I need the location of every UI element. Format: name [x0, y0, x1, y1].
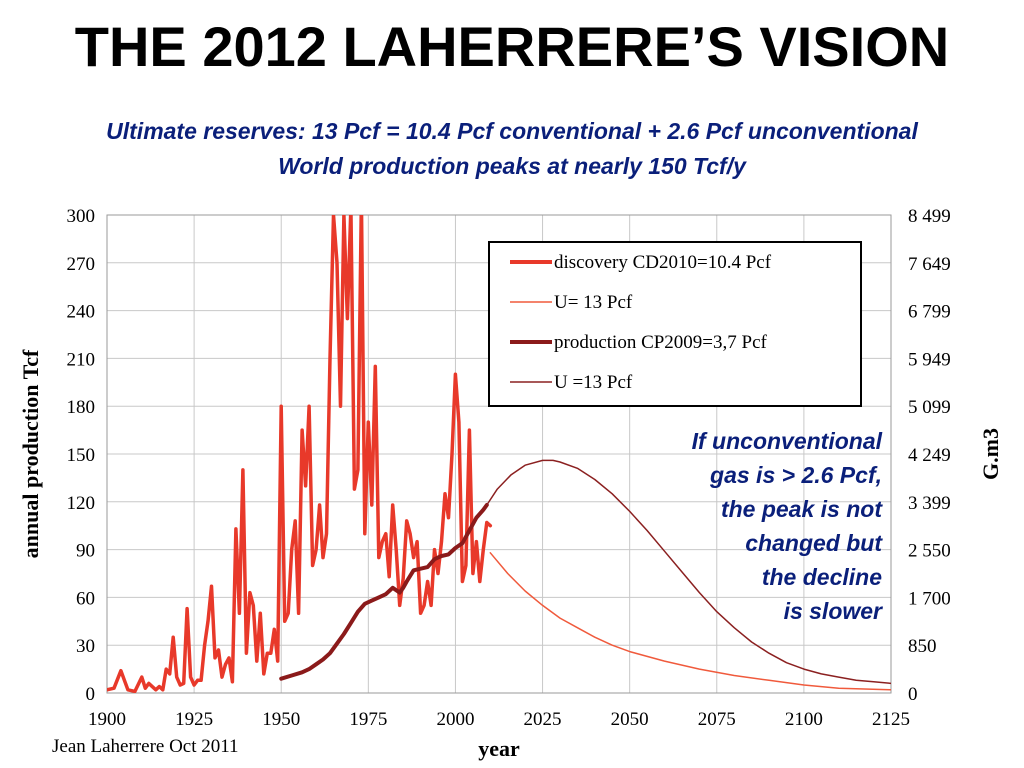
y-tick-label: 270: [67, 254, 96, 275]
annotation-line: If unconventional: [691, 428, 882, 454]
y2-tick-label: 5 099: [908, 397, 951, 418]
x-tick-label: 2025: [524, 709, 562, 730]
annotation-unconventional: If unconventional gas is > 2.6 Pcf, the …: [622, 424, 882, 628]
y-tick-label: 90: [76, 541, 95, 562]
y-tick-label: 300: [67, 206, 96, 227]
x-axis-label: year: [478, 736, 520, 761]
legend-label: production CP2009=3,7 Pcf: [554, 332, 768, 353]
series-line-1: [107, 215, 493, 693]
x-tick-label: 1925: [175, 709, 213, 730]
series-line-4: [486, 459, 891, 685]
x-tick-label: 2125: [872, 709, 910, 730]
y-tick-label: 0: [86, 684, 96, 705]
x-tick-label: 2000: [436, 709, 474, 730]
x-tick-label: 2075: [698, 709, 736, 730]
annotation-line: the peak is not: [720, 496, 882, 522]
annotation-line: changed but: [745, 530, 882, 556]
x-tick-label: 1950: [262, 709, 300, 730]
axis-ticks: 0 0 30 850 60 1 700 90 2 550 120 3 399 150 4 249 180…: [67, 206, 951, 730]
y-tick-label: 180: [67, 397, 96, 418]
legend: discovery CD2010=10.4 Pcf U= 13 Pcf produc…: [488, 241, 862, 407]
x-tick-label: 1975: [349, 709, 387, 730]
y-tick-label: 210: [67, 349, 96, 370]
y2-tick-label: 4 249: [908, 445, 951, 466]
y2-tick-label: 8 499: [908, 206, 951, 227]
data-series: [107, 215, 891, 693]
y2-tick-label: 5 949: [908, 349, 951, 370]
y-tick-label: 120: [67, 493, 96, 514]
legend-label: discovery CD2010=10.4 Pcf: [554, 252, 772, 273]
legend-box: [488, 241, 862, 407]
subtitle-line-2: World production peaks at nearly 150 Tcf…: [278, 153, 746, 179]
plot-frame: [106, 214, 892, 694]
y2-tick-label: 2 550: [908, 541, 951, 562]
y-tick-label: 150: [67, 445, 96, 466]
annotation-line: gas is > 2.6 Pcf,: [710, 462, 882, 488]
y2-tick-label: 6 799: [908, 302, 951, 323]
series-line-3: [279, 503, 489, 681]
slide-title: THE 2012 LAHERRERE’S VISION: [74, 15, 950, 78]
y-tick-label: 240: [67, 302, 96, 323]
annotation-line: is slower: [783, 598, 882, 624]
y2-tick-label: 1 700: [908, 588, 951, 609]
x-tick-label: 1900: [88, 709, 126, 730]
y2-tick-label: 850: [908, 636, 937, 657]
y-tick-label: 30: [76, 636, 95, 657]
y2-tick-label: 3 399: [908, 493, 951, 514]
y2-tick-label: 7 649: [908, 254, 951, 275]
series-line-2: [489, 552, 891, 691]
subtitle-line-1: Ultimate reserves: 13 Pcf = 10.4 Pcf con…: [106, 118, 918, 144]
legend-label: U =13 Pcf: [554, 372, 633, 393]
legend-label: U= 13 Pcf: [554, 292, 633, 313]
x-tick-label: 2050: [611, 709, 649, 730]
y-axis-label: annual production Tcf: [18, 349, 43, 558]
y2-axis-label: G.m3: [978, 428, 1003, 480]
y2-tick-label: 0: [908, 684, 918, 705]
author-credit: Jean Laherrere Oct 2011: [52, 736, 239, 757]
y-tick-label: 60: [76, 588, 95, 609]
x-tick-label: 2100: [785, 709, 823, 730]
annotation-line: the decline: [761, 564, 882, 590]
